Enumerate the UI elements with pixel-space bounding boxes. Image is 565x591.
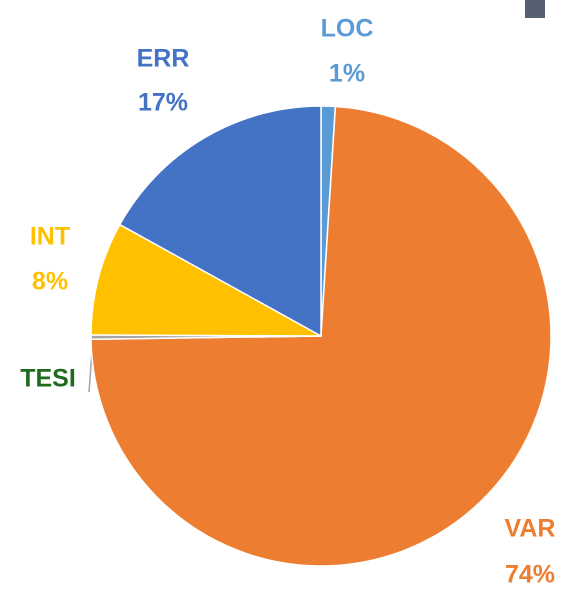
slice-value-label: 74%	[505, 561, 555, 589]
slice-name: ERR	[137, 45, 190, 73]
chart: LOC 1% VAR 74% TESI INT 8% ERR 17%	[0, 0, 565, 591]
slice-name: VAR	[505, 515, 556, 543]
slice-value-label: 8%	[32, 268, 68, 296]
slice-value-label: 17%	[138, 89, 188, 117]
slice-name: INT	[30, 223, 70, 251]
thumbnail	[525, 0, 545, 18]
slice-value-label: 1%	[329, 60, 365, 88]
slice-name: LOC	[321, 15, 374, 43]
slice-name: TESI	[20, 365, 76, 393]
